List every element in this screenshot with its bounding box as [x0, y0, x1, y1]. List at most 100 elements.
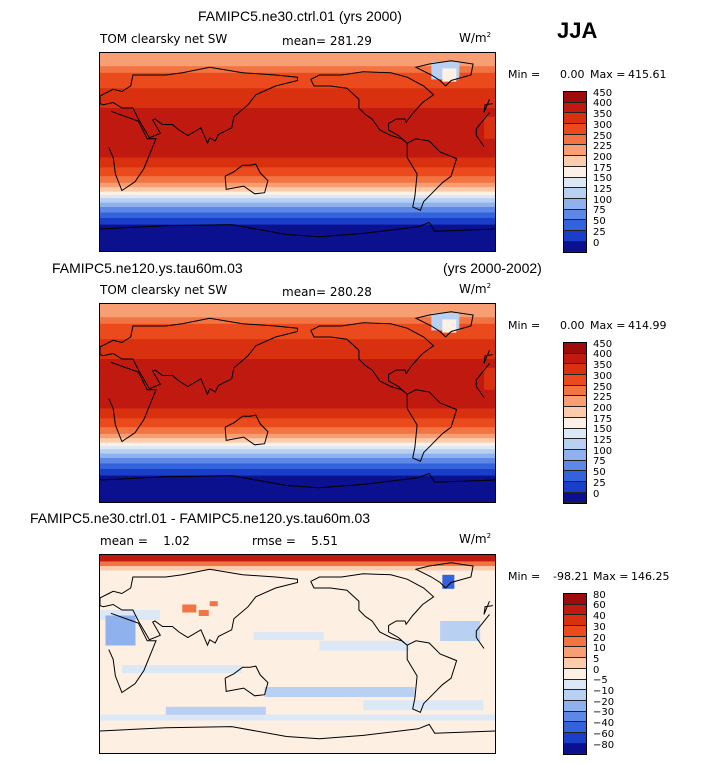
arctic-diff: [100, 566, 495, 571]
colorbar-segment: [564, 722, 586, 733]
desert-region: [484, 367, 495, 390]
coastline: [310, 71, 435, 144]
coastline: [224, 665, 269, 697]
panel1-min-label: Min =: [508, 68, 541, 81]
panel1-map: [99, 52, 496, 252]
map-band: [100, 88, 495, 98]
colorbar-tick-label: 0: [593, 237, 600, 249]
panel3-max-value: 146.25: [631, 570, 670, 583]
panel2-mean: mean= 280.28: [282, 285, 372, 299]
panel1-mean: mean= 281.29: [282, 34, 372, 48]
map-band: [100, 202, 495, 208]
coastline: [100, 723, 495, 740]
colorbar-tick-label: 175: [593, 162, 613, 174]
colorbar-tick-label: 400: [593, 98, 613, 110]
colorbar-tick-label: 0: [593, 488, 600, 500]
panel2-max-label: Max =: [590, 319, 626, 332]
colorbar-tick-label: 450: [593, 338, 613, 350]
map-band: [100, 330, 495, 340]
colorbar-tick-label: 80: [593, 589, 606, 601]
colorbar-segment: [564, 668, 586, 680]
panel1-max-value: 415.61: [628, 68, 667, 81]
colorbar-segment: [564, 385, 586, 397]
colorbar-tick-label: 175: [593, 413, 613, 425]
colorbar-tick-label: 100: [593, 445, 613, 457]
desert-region: [484, 116, 495, 139]
colorbar-tick-label: 75: [593, 205, 606, 217]
map-band: [100, 445, 495, 450]
colorbar-segment: [564, 439, 586, 450]
colorbar-segment: [564, 241, 586, 253]
colorbar-tick-label: 50: [593, 216, 606, 228]
antarctica-ice: [100, 229, 495, 251]
map-band: [100, 359, 495, 409]
colorbar-segment: [564, 353, 586, 365]
negative-patch: [100, 714, 495, 721]
panel2-map: [99, 303, 496, 503]
map-band: [100, 191, 495, 196]
colorbar-tick-label: 225: [593, 392, 613, 404]
coastline: [100, 568, 298, 647]
colorbar-tick-label: 200: [593, 151, 613, 163]
panel3-rmse: rmse = 5.51: [252, 534, 338, 548]
colorbar-tick-label: 5: [593, 653, 600, 665]
colorbar-segment: [564, 732, 586, 744]
colorbar-segment: [564, 209, 586, 221]
colorbar-tick-label: 150: [593, 173, 613, 185]
map-band: [100, 463, 495, 470]
arctic-diff: [100, 555, 495, 562]
colorbar-segment: [564, 102, 586, 114]
panel3-units: W/m2: [459, 532, 492, 546]
colorbar-segment: [564, 134, 586, 146]
panel2-max-value: 414.99: [628, 319, 667, 332]
coastline: [310, 573, 435, 646]
colorbar-segment: [564, 460, 586, 472]
positive-patch: [198, 610, 209, 616]
antarctica-ice: [100, 480, 495, 502]
map-band: [100, 97, 495, 109]
colorbar-segment: [564, 711, 586, 723]
map-band: [100, 79, 495, 89]
greenland-diff: [442, 574, 455, 589]
coastline: [100, 95, 493, 113]
colorbar-tick-label: 150: [593, 424, 613, 436]
colorbar-segment: [564, 220, 586, 231]
colorbar-segment: [564, 188, 586, 199]
colorbar-segment: [564, 647, 586, 659]
map-band: [100, 187, 495, 193]
panel2-title: FAMIPC5.ne120.ys.tau60m.03: [52, 260, 243, 276]
colorbar-tick-label: 60: [593, 600, 606, 612]
colorbar-segment: [564, 92, 586, 103]
map-band: [100, 66, 495, 74]
negative-patch: [100, 610, 160, 620]
positive-patch: [182, 604, 197, 613]
coastline: [100, 66, 298, 145]
colorbar-tick-label: 200: [593, 402, 613, 414]
colorbar-segment: [564, 124, 586, 135]
colorbar-segment: [564, 679, 586, 691]
colorbar-segment: [564, 700, 586, 712]
colorbar-tick-label: 300: [593, 370, 613, 382]
panel1-max-label: Max =: [590, 68, 626, 81]
colorbar-segment: [564, 375, 586, 386]
colorbar-tick-label: 450: [593, 87, 613, 99]
map-band: [100, 469, 495, 477]
colorbar-segment: [564, 604, 586, 616]
coastline: [406, 138, 458, 211]
map-band: [100, 348, 495, 360]
colorbar-tick-label: 250: [593, 130, 613, 142]
coastline: [100, 597, 493, 615]
colorbar-tick-label: 25: [593, 477, 606, 489]
colorbar-segment: [564, 492, 586, 504]
colorbar-segment: [564, 177, 586, 189]
colorbar-segment: [564, 343, 586, 354]
map-band: [100, 218, 495, 226]
greenland-ice: [442, 319, 457, 333]
colorbar-tick-label: 125: [593, 184, 613, 195]
colorbar-tick-label: −20: [593, 696, 615, 708]
map-band: [100, 427, 495, 435]
map-band: [100, 207, 495, 213]
colorbar-segment: [564, 145, 586, 157]
colorbar-tick-label: 10: [593, 643, 606, 655]
colorbar-tick-label: −60: [593, 728, 615, 740]
